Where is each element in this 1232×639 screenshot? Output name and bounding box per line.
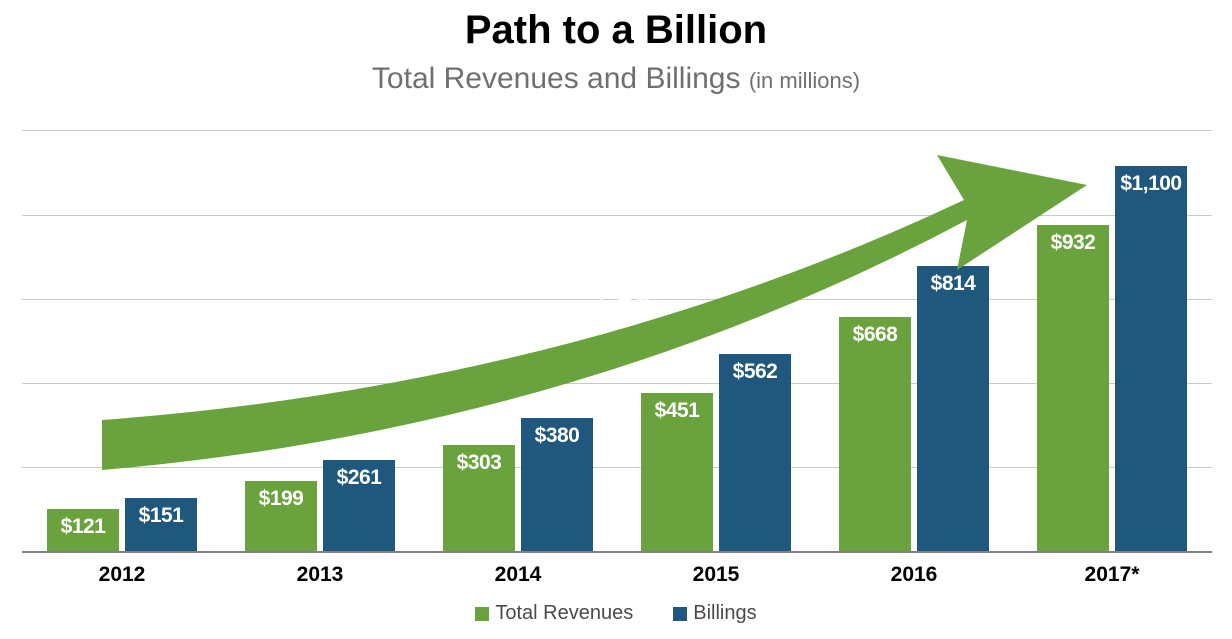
legend-swatch-icon <box>475 607 489 621</box>
bar-value-label: $199 <box>245 487 317 511</box>
chart-subtitle-main: Total Revenues and Billings <box>372 62 749 95</box>
bar-group: $932 $1,100 <box>1037 131 1187 551</box>
legend-label: Total Revenues <box>495 602 633 625</box>
x-axis-label: 2015 <box>641 563 791 587</box>
gridline <box>22 467 1212 468</box>
bar-value-label: $814 <box>917 272 989 296</box>
bar-value-label: $380 <box>521 424 593 448</box>
chart-subtitle-note: (in millions) <box>749 68 860 93</box>
bar-value-label: $1,100 <box>1115 172 1187 196</box>
gridline <box>22 299 1212 300</box>
gridline <box>22 215 1212 216</box>
bar: $380 <box>521 418 593 551</box>
gridline <box>22 383 1212 384</box>
chart-subtitle: Total Revenues and Billings (in millions… <box>0 62 1232 96</box>
bar-value-label: $151 <box>125 504 197 528</box>
legend-item: Billings <box>673 602 756 625</box>
x-axis-label: 2017* <box>1037 563 1187 587</box>
chart-plot-area: $121$1512012$199$2612013$303$3802014$451… <box>22 130 1212 553</box>
legend-label: Billings <box>693 602 756 625</box>
bar-group: $668 $814 <box>839 131 989 551</box>
bar-group: $121$151 <box>47 131 197 551</box>
legend-swatch-icon <box>673 607 687 621</box>
chart-legend: Total Revenues Billings <box>0 602 1232 625</box>
legend-item: Total Revenues <box>475 602 633 625</box>
bar: $451 <box>641 393 713 551</box>
x-axis-label: 2016 <box>839 563 989 587</box>
bar-value-label: $932 <box>1037 231 1109 255</box>
chart-title-text: Path to a Billion <box>465 8 767 52</box>
x-axis-label: 2012 <box>47 563 197 587</box>
bar-value-label: $121 <box>47 515 119 539</box>
bar: $303 <box>443 445 515 551</box>
bar-value-label: $562 <box>719 360 791 384</box>
x-axis-label: 2013 <box>245 563 395 587</box>
bar: $151 <box>125 498 197 551</box>
bar: $199 <box>245 481 317 551</box>
bar: $932 <box>1037 225 1109 551</box>
bar-group: $451$562 <box>641 131 791 551</box>
bar: $814 <box>917 266 989 551</box>
bar: $668 <box>839 317 911 551</box>
bar-group: $303$380 <box>443 131 593 551</box>
chart-title: Path to a Billion <box>0 8 1232 53</box>
bar-group: $199$261 <box>245 131 395 551</box>
bar-value-label: $261 <box>323 466 395 490</box>
bar: $121 <box>47 509 119 551</box>
bar-value-label: $451 <box>641 399 713 423</box>
bar-value-label: $668 <box>839 323 911 347</box>
x-axis-label: 2014 <box>443 563 593 587</box>
bar: $1,100 <box>1115 166 1187 551</box>
bar: $562 <box>719 354 791 551</box>
bar-value-label: $303 <box>443 451 515 475</box>
bar: $261 <box>323 460 395 551</box>
